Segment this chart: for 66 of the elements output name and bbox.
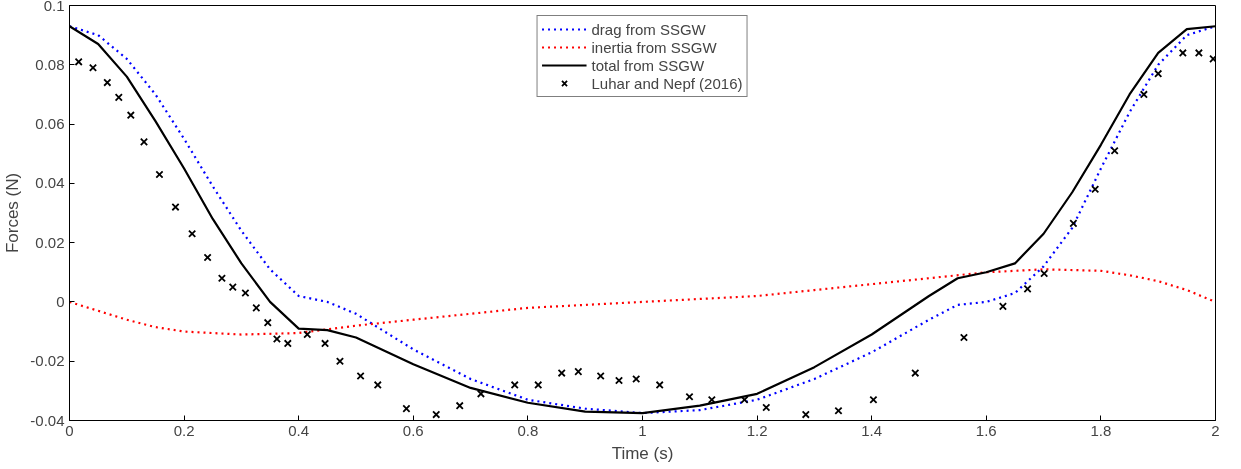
x-tick-label: 1.2 — [746, 421, 768, 439]
point — [139, 137, 149, 146]
x-tick-label: 1.4 — [861, 421, 883, 439]
point — [1091, 185, 1100, 194]
point — [263, 318, 272, 327]
point — [510, 380, 519, 390]
point — [557, 368, 566, 378]
y-tick-label: 0.02 — [35, 233, 65, 251]
y-tick-label: 0.04 — [35, 174, 65, 192]
y-tick-label: 0 — [56, 292, 65, 310]
point — [252, 303, 261, 312]
x-axis-title: Time (s) — [611, 443, 674, 463]
y-tick-label: 0.1 — [43, 0, 65, 14]
point — [203, 253, 212, 262]
y-tick-label: 0.08 — [35, 55, 65, 73]
point — [1154, 69, 1163, 78]
point — [335, 357, 345, 366]
point — [272, 334, 282, 344]
x-tick-label: 0.2 — [173, 421, 195, 439]
point — [1110, 146, 1119, 155]
point — [911, 368, 920, 378]
point — [88, 63, 98, 72]
x-tick-label: 2 — [1211, 421, 1220, 439]
point — [188, 229, 197, 238]
point — [685, 392, 694, 401]
point — [632, 374, 641, 384]
point — [241, 288, 250, 298]
y-tick-label: -0.04 — [30, 411, 65, 429]
point — [103, 78, 112, 87]
point — [534, 380, 543, 390]
point — [834, 406, 843, 415]
point — [1023, 284, 1032, 293]
x-tick-label: 1 — [638, 421, 647, 439]
point — [373, 380, 382, 390]
point — [1139, 90, 1148, 99]
x-tick-label: 0.8 — [517, 421, 539, 439]
point — [1194, 48, 1203, 58]
x-tick-label: 1.6 — [975, 421, 997, 439]
y-tick-label: -0.02 — [30, 352, 65, 370]
point — [1209, 54, 1216, 63]
point — [1178, 48, 1187, 58]
legend-label: drag from SSGW — [591, 20, 706, 38]
legend-label: total from SSGW — [591, 56, 705, 74]
point — [1069, 219, 1078, 228]
point — [228, 283, 237, 292]
point — [402, 404, 411, 413]
x-tick-label: 1.8 — [1090, 421, 1112, 439]
point — [356, 371, 365, 381]
point — [155, 170, 164, 179]
point — [320, 339, 330, 348]
point — [476, 389, 485, 398]
point — [762, 403, 771, 412]
point — [455, 401, 464, 410]
y-axis-title: Forces (N) — [3, 172, 23, 254]
x-tick-label: 0.4 — [288, 421, 310, 439]
y-tick-label: 0.06 — [35, 115, 65, 133]
legend-label: Luhar and Nepf (2016) — [591, 74, 743, 92]
point — [432, 410, 441, 419]
x-tick-label: 0.6 — [402, 421, 424, 439]
point — [303, 330, 312, 339]
point — [283, 339, 292, 348]
point — [1040, 269, 1049, 278]
legend-label: inertia from SSGW — [591, 38, 717, 56]
point — [574, 367, 583, 376]
point — [869, 395, 878, 404]
point — [217, 274, 226, 283]
